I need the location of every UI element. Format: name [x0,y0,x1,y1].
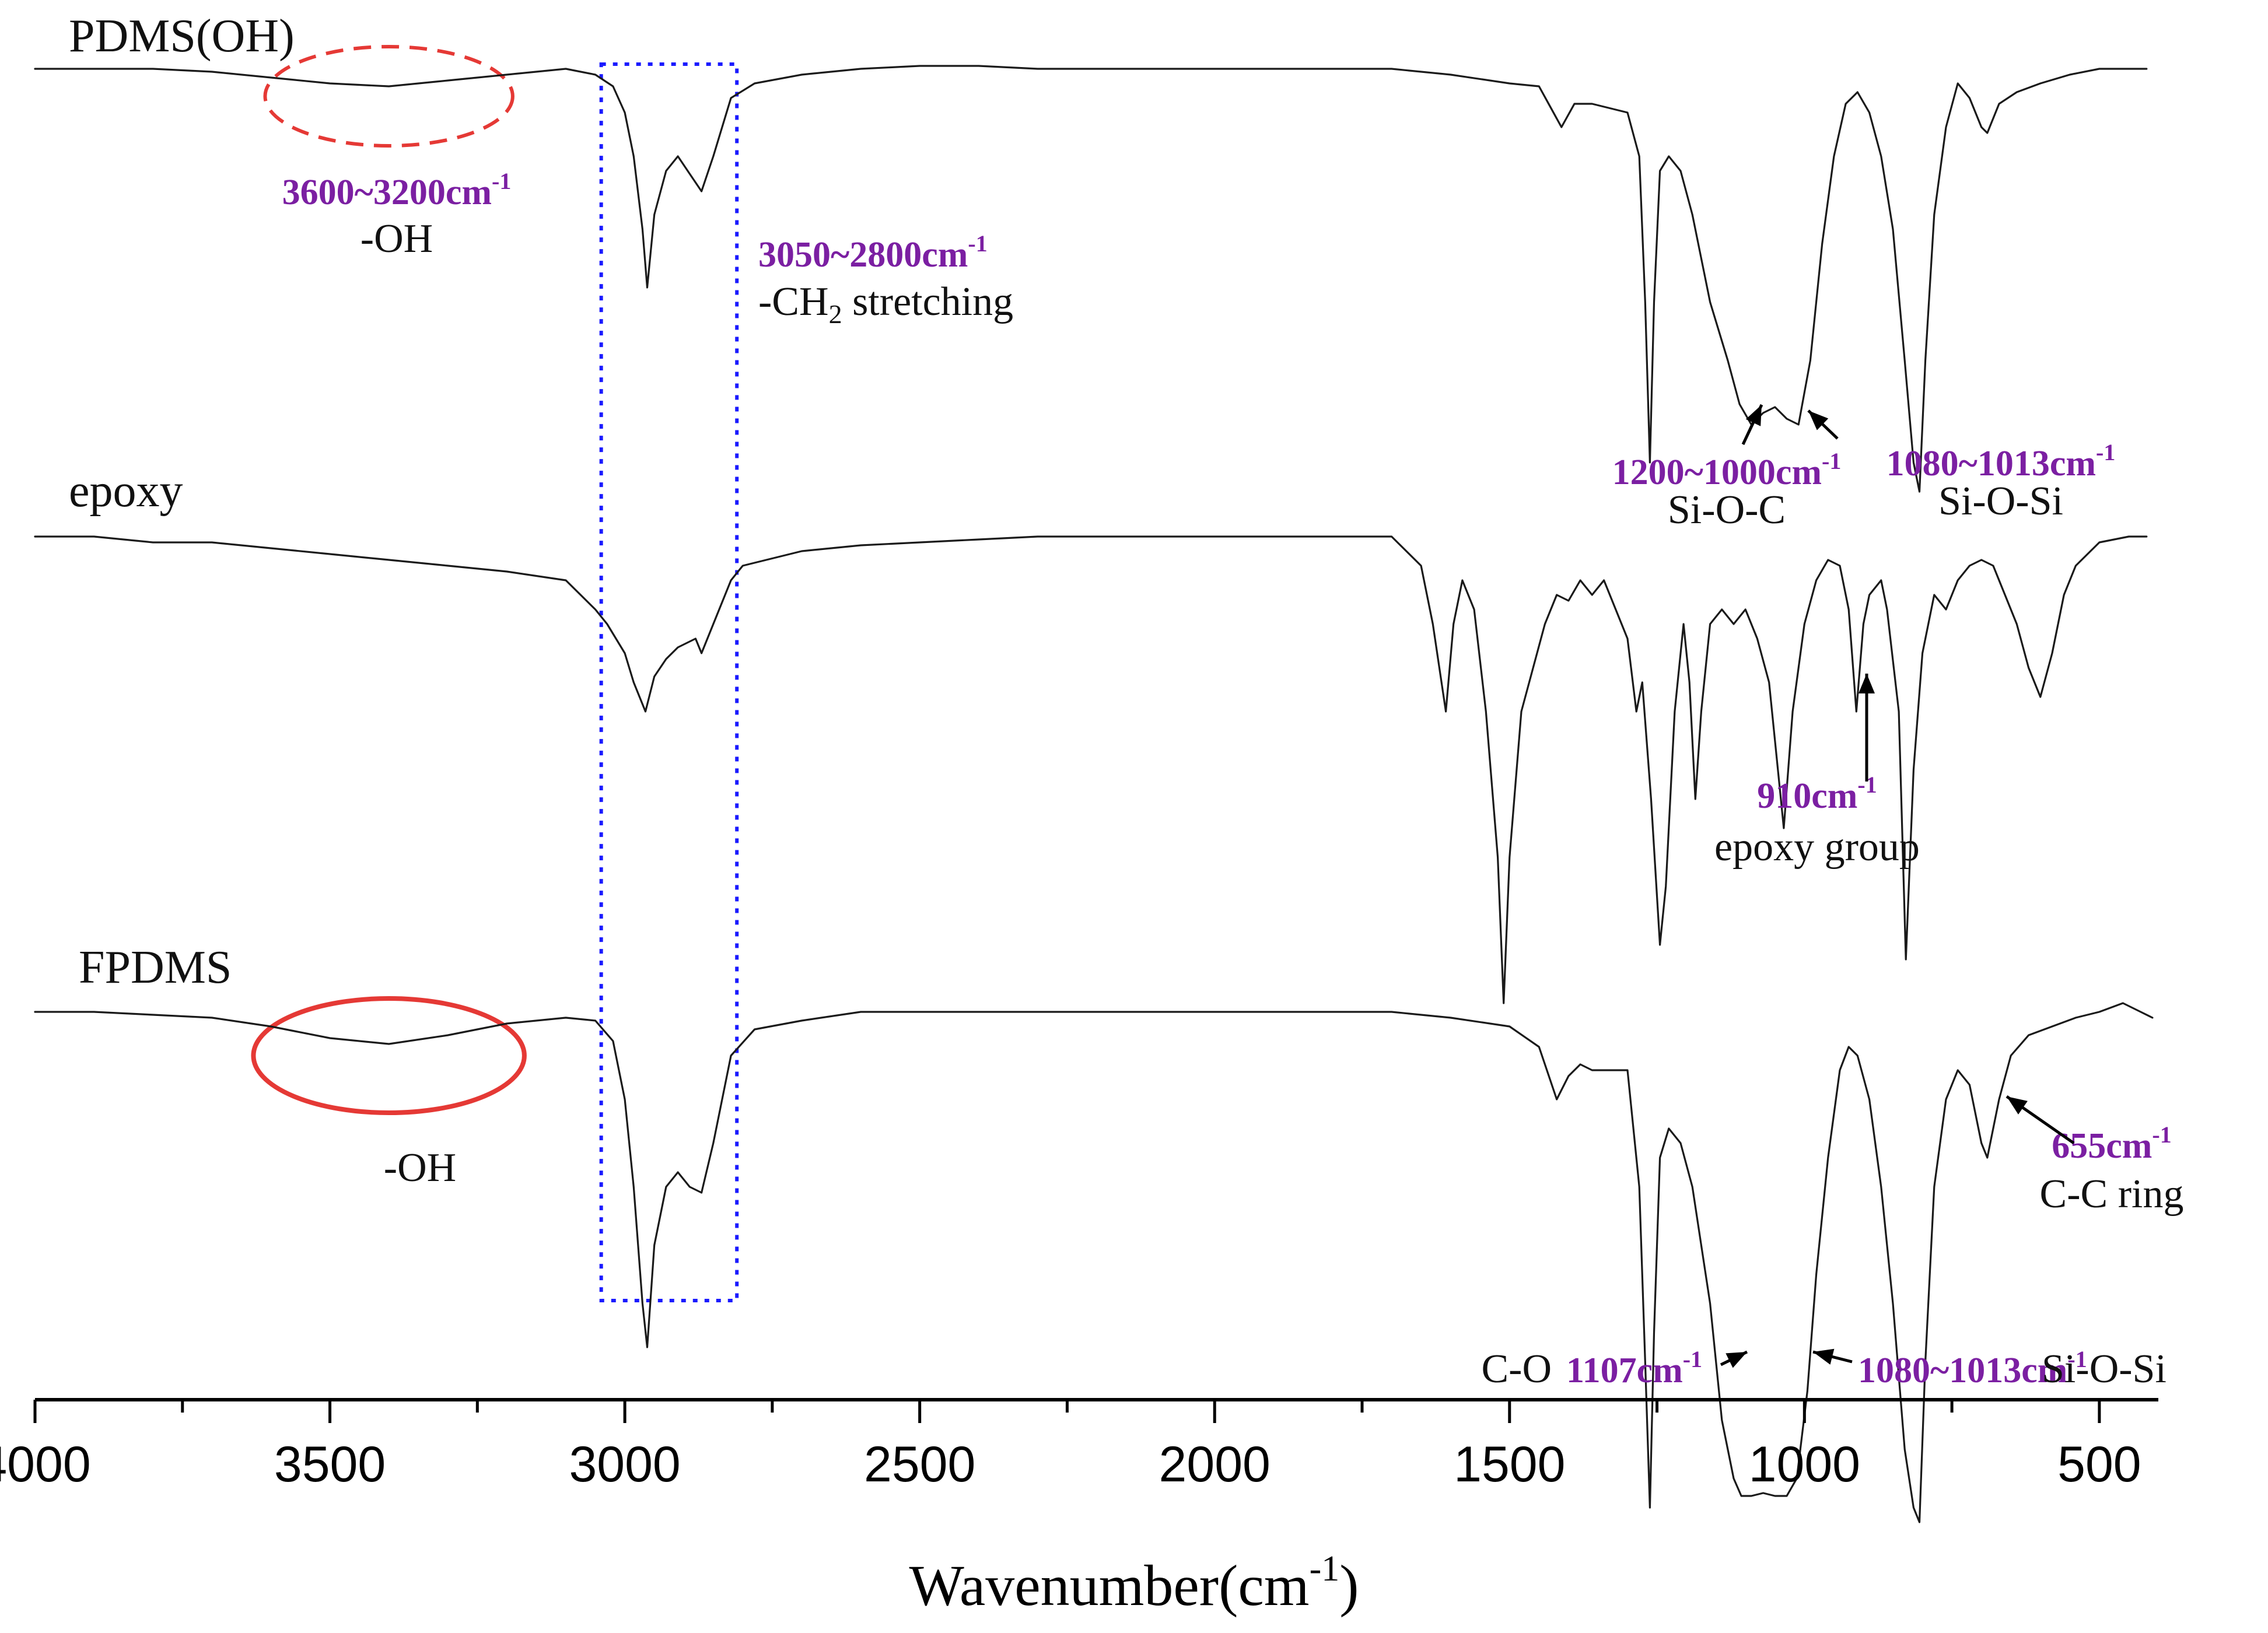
ch2-dotted-box [599,62,739,1302]
series-line-pdms-oh [34,65,2148,493]
series-line-epoxy [34,535,2148,1004]
series-label: epoxy [69,465,183,517]
oh-dashed-ellipse [263,45,514,148]
annotation-epoxy-910: 910cm-1 epoxy group [1714,772,1920,870]
x-tick-label: 3500 [274,1436,386,1492]
arrow-sisi-top [1807,409,1839,440]
series-label: PDMS(OH) [69,10,295,62]
arrow-epoxy-910 [1859,674,1875,782]
annotation-value: 1200~1000cm-1 [1612,448,1842,492]
x-tick-label: 4000 [0,1436,91,1492]
x-axis-title-main: Wavenumber(cm [909,1553,1309,1618]
annotation-value: 1107cm-1 [1566,1346,1702,1390]
annotation-value: 1080~1013cm-1 [1887,439,2116,483]
annotation-sisi-range-top: 1080~1013cm-1Si-O-Si [1887,439,2116,524]
annotation-value: 3600~3200cm-1 [282,168,512,212]
annotation-desc: C-C ring [2040,1172,2184,1217]
annotation-fpdms-oh: -OH [384,1145,456,1190]
annotation-ch2-range: 3050~2800cm-1-CH2 stretching [758,230,1013,329]
x-tick-label: 1000 [1749,1436,1860,1492]
x-tick-label: 500 [2057,1436,2141,1492]
x-tick-label: 2500 [864,1436,975,1492]
arrow-co [1720,1350,1748,1368]
annotation-desc: -OH [360,216,433,261]
annotation-desc: Si-O-C [1668,488,1786,532]
x-tick-label: 1500 [1454,1436,1565,1492]
annotation-fpdms-sisi: 1080~1013cm-1Si-O-Si [1858,1346,2166,1392]
annotation-desc: -OH [384,1145,456,1190]
annotation-sioc-range: 1200~1000cm-1Si-O-C [1612,448,1842,532]
annotation-value: 1080~1013cm-1 [1858,1346,2087,1390]
annotation-fpdms-co: 1107cm-1 C-O [1481,1346,1702,1392]
x-tick-label: 3000 [569,1436,680,1492]
x-axis-title: Wavenumber(cm-1) [909,1549,1359,1618]
x-tick-label: 2000 [1159,1436,1270,1492]
annotation-desc: C-O [1481,1347,1552,1392]
oh-solid-ellipse [251,996,527,1115]
annotation-desc: Si-O-Si [1938,479,2063,524]
annotation-fpdms-655: 655cm-1 C-C ring [2040,1122,2184,1217]
arrow-fpdms-sisi [1812,1348,1853,1365]
series-label: FPDMS [79,942,232,993]
annotation-desc: epoxy group [1714,825,1920,870]
annotation-desc: Si-O-Si [2042,1347,2166,1392]
annotation-pdms-oh-range: 3600~3200cm-1-OH [282,168,512,261]
annotation-desc: -CH2 stretching [758,279,1013,329]
highlight-markers [251,45,739,1302]
series-label-group: PDMS(OH) epoxy FPDMS [69,10,295,993]
arrow-655 [2006,1095,2075,1145]
series-line-fpdms [34,1002,2154,1523]
x-axis-title-close: ) [1339,1553,1359,1618]
x-axis: 4000 3500 3000 2500 2000 1500 1000 500 [0,1398,2158,1492]
annotation-value: 655cm-1 [2052,1122,2172,1166]
x-axis-title-sup: -1 [1310,1549,1340,1589]
series-group [34,65,2154,1523]
annotation-value: 910cm-1 [1757,772,1877,816]
arrow-sioc [1741,404,1763,446]
annotation-value: 3050~2800cm-1 [758,230,988,275]
annotation-group: 3600~3200cm-1-OH 3050~2800cm-1-CH2 stretc… [282,168,2184,1392]
